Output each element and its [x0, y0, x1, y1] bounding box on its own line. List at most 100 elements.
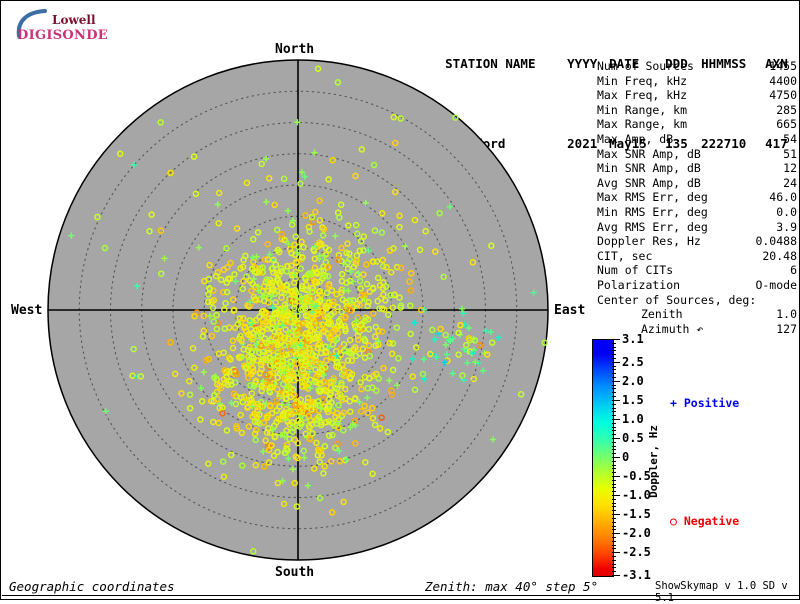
- source-marker-positive: [336, 447, 343, 454]
- doppler-colorbar: [592, 339, 614, 577]
- stat-row: Min SNR Amp, dB 12: [597, 161, 797, 176]
- header-label-station: STATION NAME: [445, 56, 536, 71]
- source-marker-negative: [157, 119, 164, 126]
- source-marker-positive: [249, 254, 256, 261]
- source-marker-positive: [308, 309, 316, 316]
- source-marker-positive: [285, 401, 293, 408]
- source-marker-negative: [186, 377, 193, 385]
- source-marker-negative: [205, 298, 212, 306]
- colorbar-minor-tick: [612, 403, 616, 405]
- source-marker-negative: [224, 381, 231, 388]
- source-marker-negative: [242, 252, 249, 260]
- source-marker-positive: [320, 372, 327, 379]
- source-marker-positive: [347, 268, 355, 275]
- source-marker-negative: [323, 289, 331, 297]
- source-marker-negative: [274, 349, 282, 356]
- source-marker-negative: [369, 258, 377, 265]
- source-marker-negative: [386, 247, 394, 254]
- source-marker-negative: [380, 291, 387, 298]
- source-marker-negative: [262, 309, 270, 316]
- source-marker-negative: [358, 292, 365, 299]
- header-value-ddd: 135: [665, 136, 688, 151]
- source-marker-negative: [345, 222, 352, 229]
- source-marker-negative: [374, 274, 382, 282]
- source-marker-positive: [310, 379, 317, 386]
- source-marker-negative: [274, 246, 282, 254]
- source-marker-negative: [388, 387, 395, 394]
- source-marker-negative: [273, 386, 281, 393]
- source-marker-negative: [268, 383, 276, 391]
- source-marker-negative: [268, 409, 276, 417]
- colorbar-minor-tick: [612, 555, 616, 557]
- source-marker-negative: [290, 312, 298, 319]
- source-marker-negative: [252, 317, 260, 324]
- source-marker-negative: [314, 370, 322, 378]
- source-marker-negative: [219, 289, 227, 296]
- source-marker-negative: [271, 309, 279, 317]
- source-marker-negative: [212, 272, 220, 280]
- source-marker-negative: [270, 452, 278, 460]
- source-marker-negative: [340, 409, 347, 417]
- colorbar-title: Doppler, Hz: [647, 425, 660, 498]
- source-marker-positive: [304, 482, 311, 489]
- source-marker-negative: [329, 341, 337, 348]
- source-marker-negative: [306, 345, 313, 352]
- source-marker-negative: [313, 439, 320, 447]
- colorbar-tick-label: -3.1: [622, 568, 651, 582]
- source-marker-positive: [298, 169, 306, 176]
- source-marker-negative: [227, 451, 235, 459]
- source-marker-negative: [320, 470, 327, 477]
- source-marker-negative: [279, 380, 287, 388]
- source-marker-negative: [252, 461, 259, 469]
- source-marker-negative: [388, 268, 395, 276]
- source-marker-negative: [318, 365, 326, 373]
- source-marker-negative: [372, 370, 380, 378]
- source-marker-negative: [290, 324, 298, 331]
- source-marker-negative: [315, 341, 322, 348]
- source-marker-negative: [274, 448, 281, 456]
- colorbar-minor-tick: [612, 457, 616, 458]
- stat-row: Num of CITs 6: [597, 263, 797, 278]
- source-marker-negative: [391, 139, 399, 147]
- source-marker-negative: [167, 339, 174, 346]
- source-marker-negative: [284, 308, 292, 316]
- source-marker-negative: [359, 345, 367, 353]
- source-marker-negative: [366, 352, 374, 360]
- source-marker-negative: [338, 257, 345, 265]
- colorbar-minor-tick: [612, 495, 616, 497]
- source-marker-negative: [362, 314, 370, 321]
- colorbar-tick-label: -2.0: [622, 526, 651, 541]
- source-marker-negative: [357, 285, 364, 292]
- colorbar-minor-tick: [612, 464, 616, 466]
- stat-label: Avg SNR Amp, dB: [597, 175, 701, 190]
- source-marker-negative: [298, 282, 306, 290]
- source-marker-negative: [337, 351, 344, 358]
- source-marker-positive: [267, 293, 274, 300]
- source-marker-negative: [306, 398, 314, 405]
- source-marker-negative: [230, 390, 238, 398]
- source-marker-negative: [315, 288, 323, 295]
- source-marker-negative: [323, 305, 330, 312]
- colorbar-minor-tick: [612, 411, 616, 413]
- source-marker-negative: [361, 317, 369, 325]
- source-marker-negative: [219, 404, 226, 411]
- colorbar-minor-tick: [612, 533, 616, 535]
- source-marker-negative: [440, 273, 447, 281]
- stat-value: 1455: [769, 59, 797, 73]
- source-marker-negative: [364, 385, 371, 392]
- source-marker-negative: [344, 259, 351, 266]
- header-label-date: DATE: [609, 56, 640, 71]
- source-marker-positive: [261, 292, 268, 299]
- colorbar-minor-tick: [612, 342, 616, 344]
- source-marker-negative: [346, 307, 354, 314]
- source-marker-positive: [353, 317, 360, 325]
- source-marker-negative: [340, 372, 348, 380]
- source-marker-negative: [337, 321, 345, 329]
- source-marker-negative: [328, 287, 336, 294]
- source-marker-positive: [285, 455, 292, 462]
- lowell-digisonde-logo: Lowell DIGISONDE: [15, 9, 111, 47]
- source-marker-negative: [250, 236, 257, 243]
- colorbar-minor-tick: [612, 529, 616, 531]
- source-marker-negative: [346, 336, 354, 344]
- stat-value: 127: [776, 321, 797, 336]
